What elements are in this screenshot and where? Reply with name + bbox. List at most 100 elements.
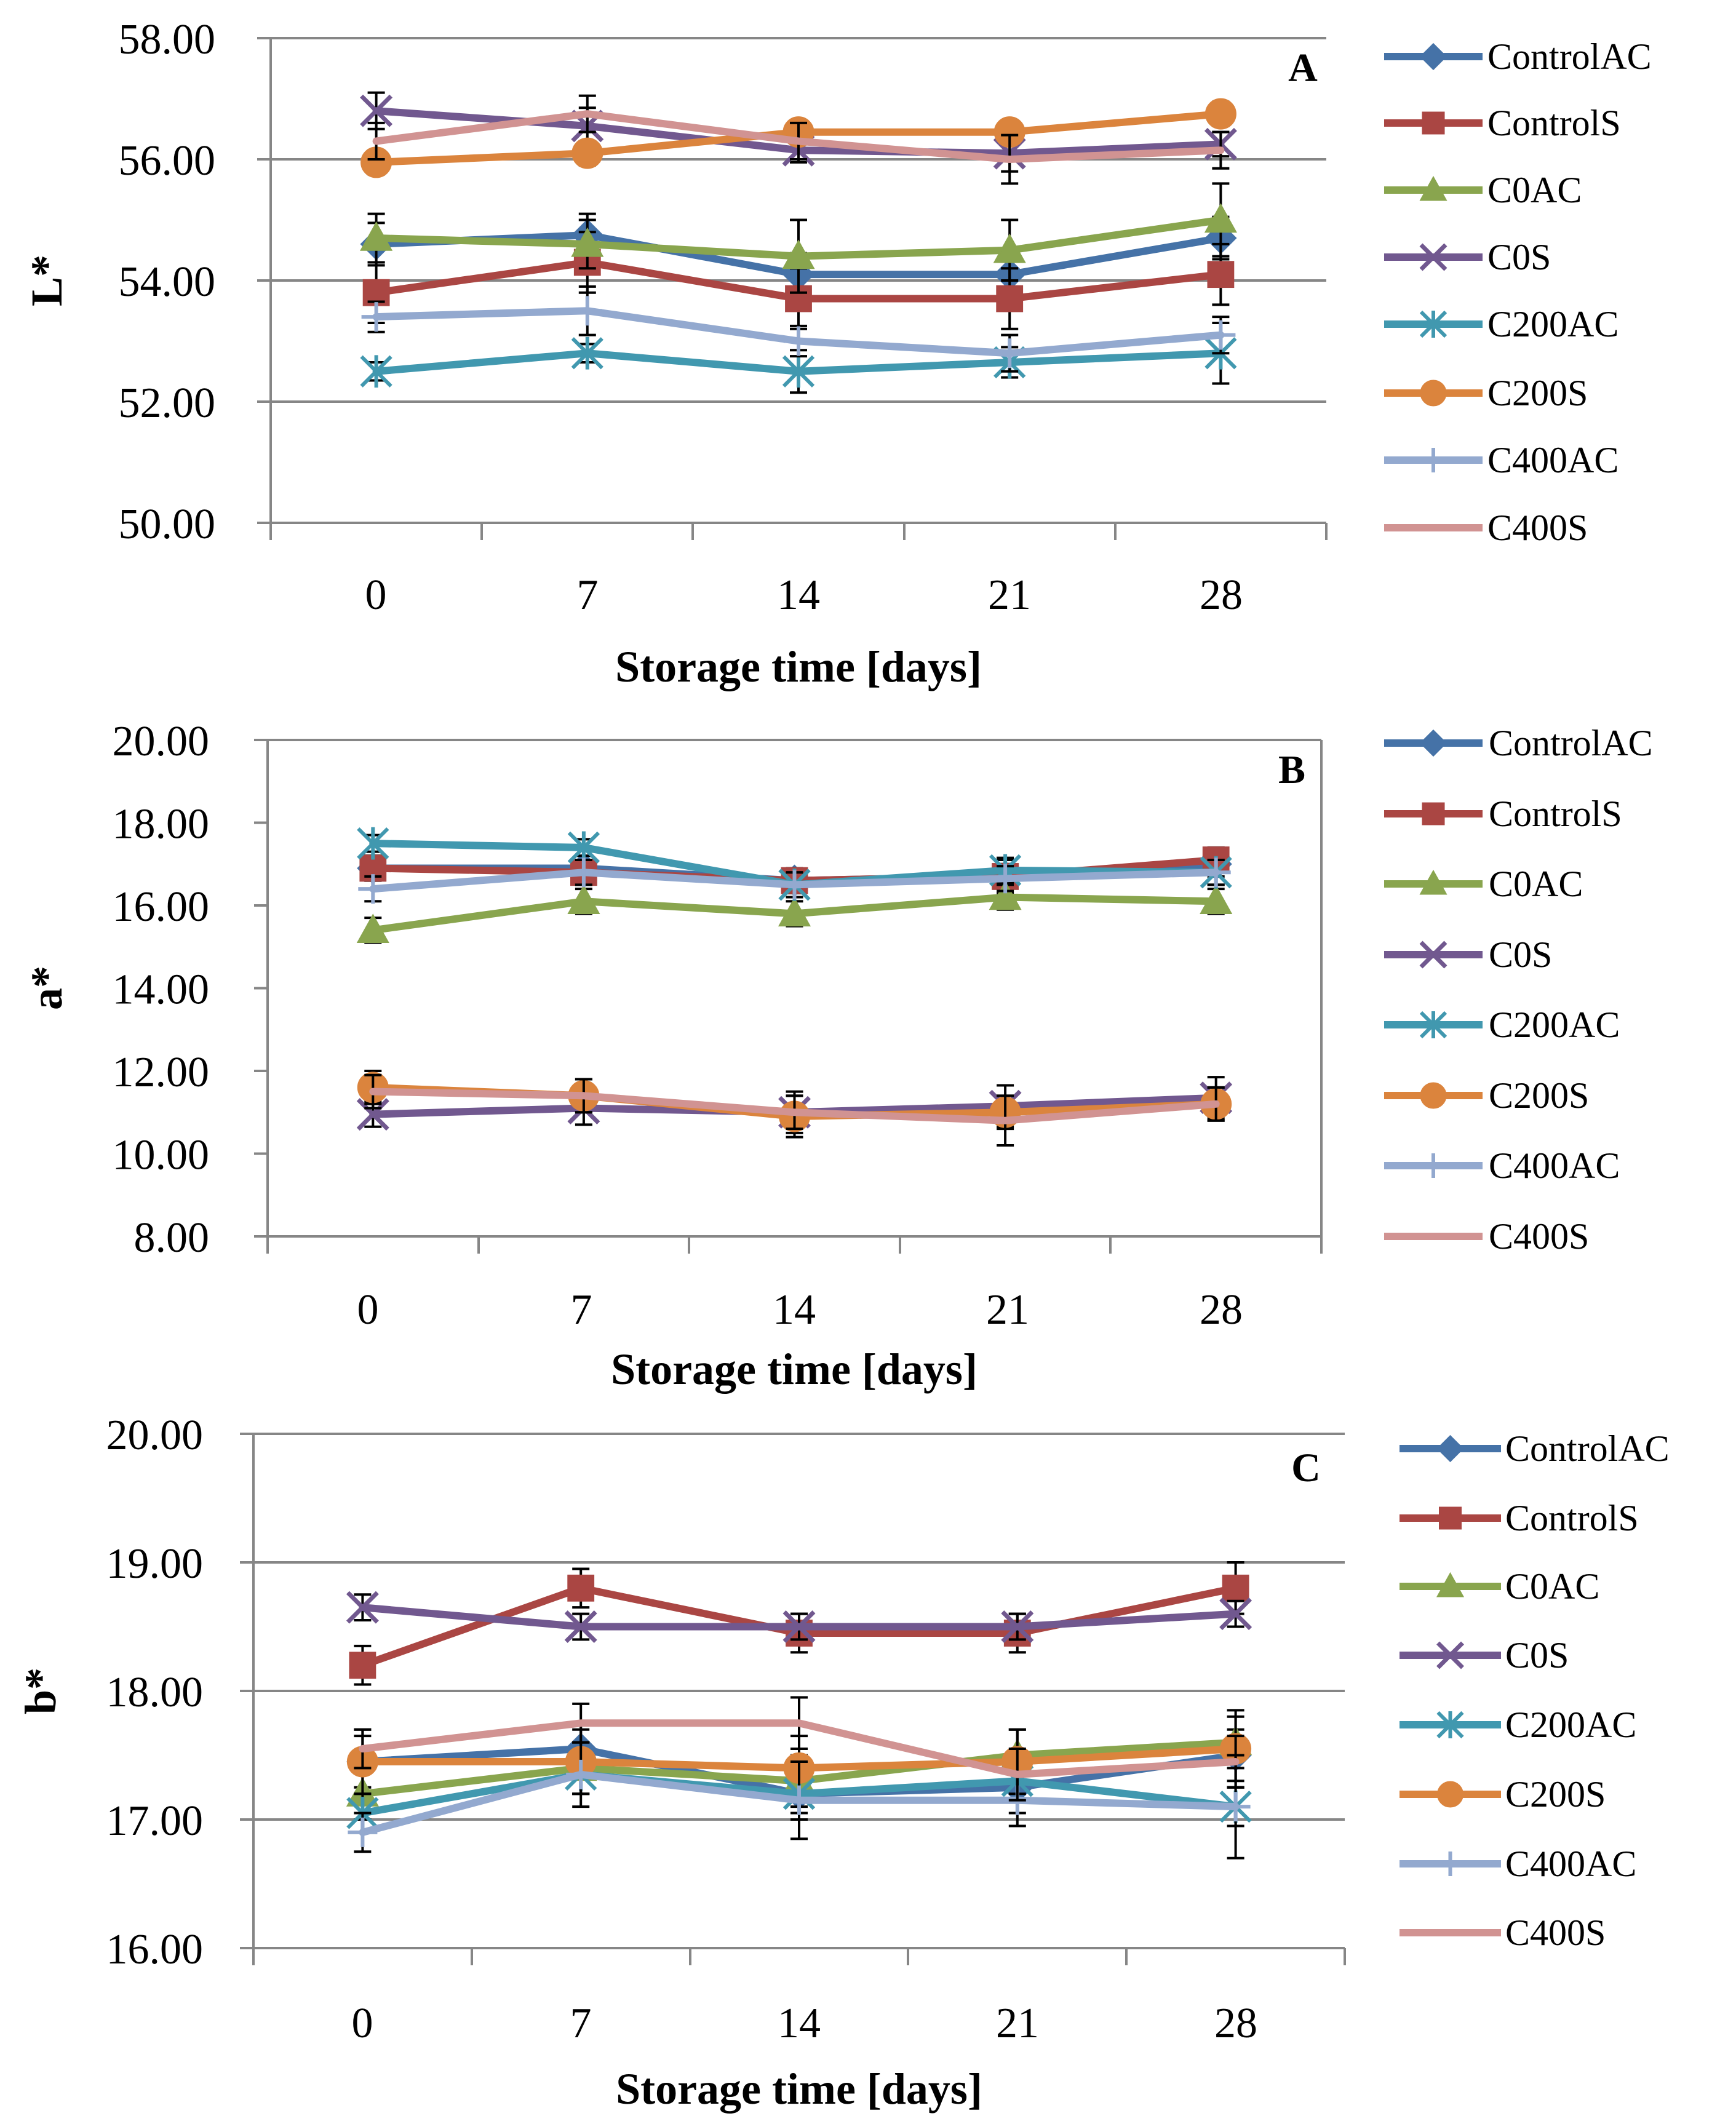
y-tick-label: 18.00 — [113, 801, 210, 848]
series-ControlS — [362, 231, 1235, 330]
legend-marker — [1419, 729, 1447, 757]
legend-entry: C400AC — [1384, 440, 1619, 480]
legend-marker — [1419, 310, 1447, 338]
legend-marker — [1436, 1572, 1465, 1597]
legend-entry: C200AC — [1384, 304, 1619, 344]
data-point — [360, 94, 393, 127]
legend-marker — [1439, 1506, 1462, 1530]
data-point — [571, 336, 603, 370]
y-tick-label: 10.00 — [113, 1132, 210, 1179]
legend-label: C0AC — [1489, 864, 1583, 904]
legend-entry: C400AC — [1400, 1844, 1636, 1884]
x-tick-label: 7 — [570, 2000, 592, 2047]
legend-marker — [1436, 1434, 1464, 1463]
series-C400S — [354, 1696, 1244, 1802]
panel-b-axes — [254, 739, 1323, 1254]
legend-entry: C400S — [1384, 1216, 1589, 1257]
data-point — [993, 233, 1026, 263]
x-tick-label: 28 — [1200, 571, 1243, 619]
x-tick-label: 7 — [577, 571, 599, 619]
legend-entry: C0AC — [1400, 1566, 1599, 1607]
panel-a-axes — [257, 37, 1328, 540]
data-point — [356, 913, 389, 944]
legend-marker — [1420, 380, 1447, 407]
legend-entry: ControlS — [1400, 1498, 1639, 1538]
data-point — [1207, 261, 1235, 288]
series-line — [372, 110, 1225, 163]
data-point — [360, 355, 392, 388]
data-point — [571, 137, 603, 169]
panel-b-legend: ControlAC ControlS C0AC C0S C200AC C200S C400A… — [1384, 723, 1653, 1257]
series-line — [359, 1719, 1240, 1778]
x-tick-label: 0 — [357, 1286, 379, 1334]
data-point — [567, 885, 600, 914]
legend-marker — [1438, 1851, 1463, 1876]
legend-entry: ControlS — [1384, 794, 1622, 834]
x-tick-label: 21 — [988, 571, 1031, 619]
x-tick-label: 14 — [773, 1286, 816, 1334]
data-point — [1200, 885, 1233, 914]
panel-c-x-ticks: 0 7 14 21 28 — [352, 2000, 1258, 2047]
legend-label: ControlS — [1489, 794, 1622, 834]
y-tick-label: 12.00 — [113, 1049, 210, 1096]
legend-entry: C0AC — [1384, 170, 1582, 210]
legend-entry: C0S — [1384, 237, 1551, 277]
data-point — [564, 1610, 597, 1643]
data-point — [568, 857, 599, 888]
legend-marker — [1419, 941, 1447, 969]
data-point — [1204, 203, 1237, 233]
legend-label: C0AC — [1487, 170, 1582, 210]
series-C400AC — [358, 857, 1231, 904]
x-axis-title: Storage time [days] — [616, 2064, 982, 2114]
y-tick-label: 16.00 — [106, 1926, 204, 1973]
legend-marker — [1420, 1082, 1447, 1109]
panel-a-y-ticks: 50.00 52.00 54.00 56.00 58.00 — [119, 16, 216, 548]
data-point — [349, 1652, 376, 1679]
data-point — [358, 874, 388, 904]
x-axis-title: Storage time [days] — [615, 642, 982, 691]
data-point — [361, 302, 391, 332]
data-point — [567, 1574, 595, 1602]
data-point — [348, 1817, 378, 1847]
series-C0AC — [360, 182, 1237, 294]
data-point — [989, 880, 1022, 910]
series-C400AC — [361, 285, 1236, 373]
panel-letter: A — [1288, 46, 1318, 90]
x-tick-label: 14 — [777, 571, 820, 619]
legend-marker — [1419, 243, 1447, 271]
data-point — [1204, 98, 1236, 130]
legend-label: ControlAC — [1505, 1428, 1670, 1469]
legend-marker — [1419, 1011, 1447, 1039]
legend-label: C200S — [1487, 373, 1588, 413]
x-tick-label: 7 — [571, 1286, 592, 1334]
series-C0S — [346, 1591, 1252, 1643]
y-tick-label: 14.00 — [113, 966, 210, 1014]
x-tick-label: 21 — [986, 1286, 1029, 1334]
x-tick-label: 0 — [352, 2000, 373, 2047]
data-point — [784, 1785, 814, 1815]
legend-label: ControlAC — [1487, 36, 1652, 77]
y-tick-label: 16.00 — [113, 883, 210, 931]
x-axis-title: Storage time [days] — [611, 1345, 977, 1394]
x-tick-label: 21 — [996, 2000, 1039, 2047]
legend-label: C0S — [1489, 934, 1552, 975]
data-point — [1219, 1597, 1252, 1631]
legend-label: C400AC — [1505, 1844, 1636, 1884]
legend-label: C200AC — [1487, 304, 1619, 344]
y-tick-label: 8.00 — [134, 1214, 210, 1262]
x-tick-label: 14 — [778, 2000, 821, 2047]
legend-marker — [1436, 1711, 1464, 1739]
legend-entry: C0S — [1384, 934, 1552, 975]
data-point — [346, 1591, 379, 1624]
legend-label: ControlS — [1487, 103, 1621, 143]
legend-entry: ControlAC — [1384, 723, 1653, 763]
legend-label: C400S — [1489, 1216, 1589, 1257]
y-tick-label: 19.00 — [106, 1540, 204, 1588]
legend-entry: C200S — [1400, 1774, 1606, 1815]
panel-c-gridlines — [253, 1433, 1345, 1821]
y-tick-label: 52.00 — [119, 380, 216, 427]
data-point — [782, 1610, 816, 1643]
y-axis-title: L* — [22, 255, 71, 306]
legend-entry: ControlAC — [1400, 1428, 1670, 1469]
